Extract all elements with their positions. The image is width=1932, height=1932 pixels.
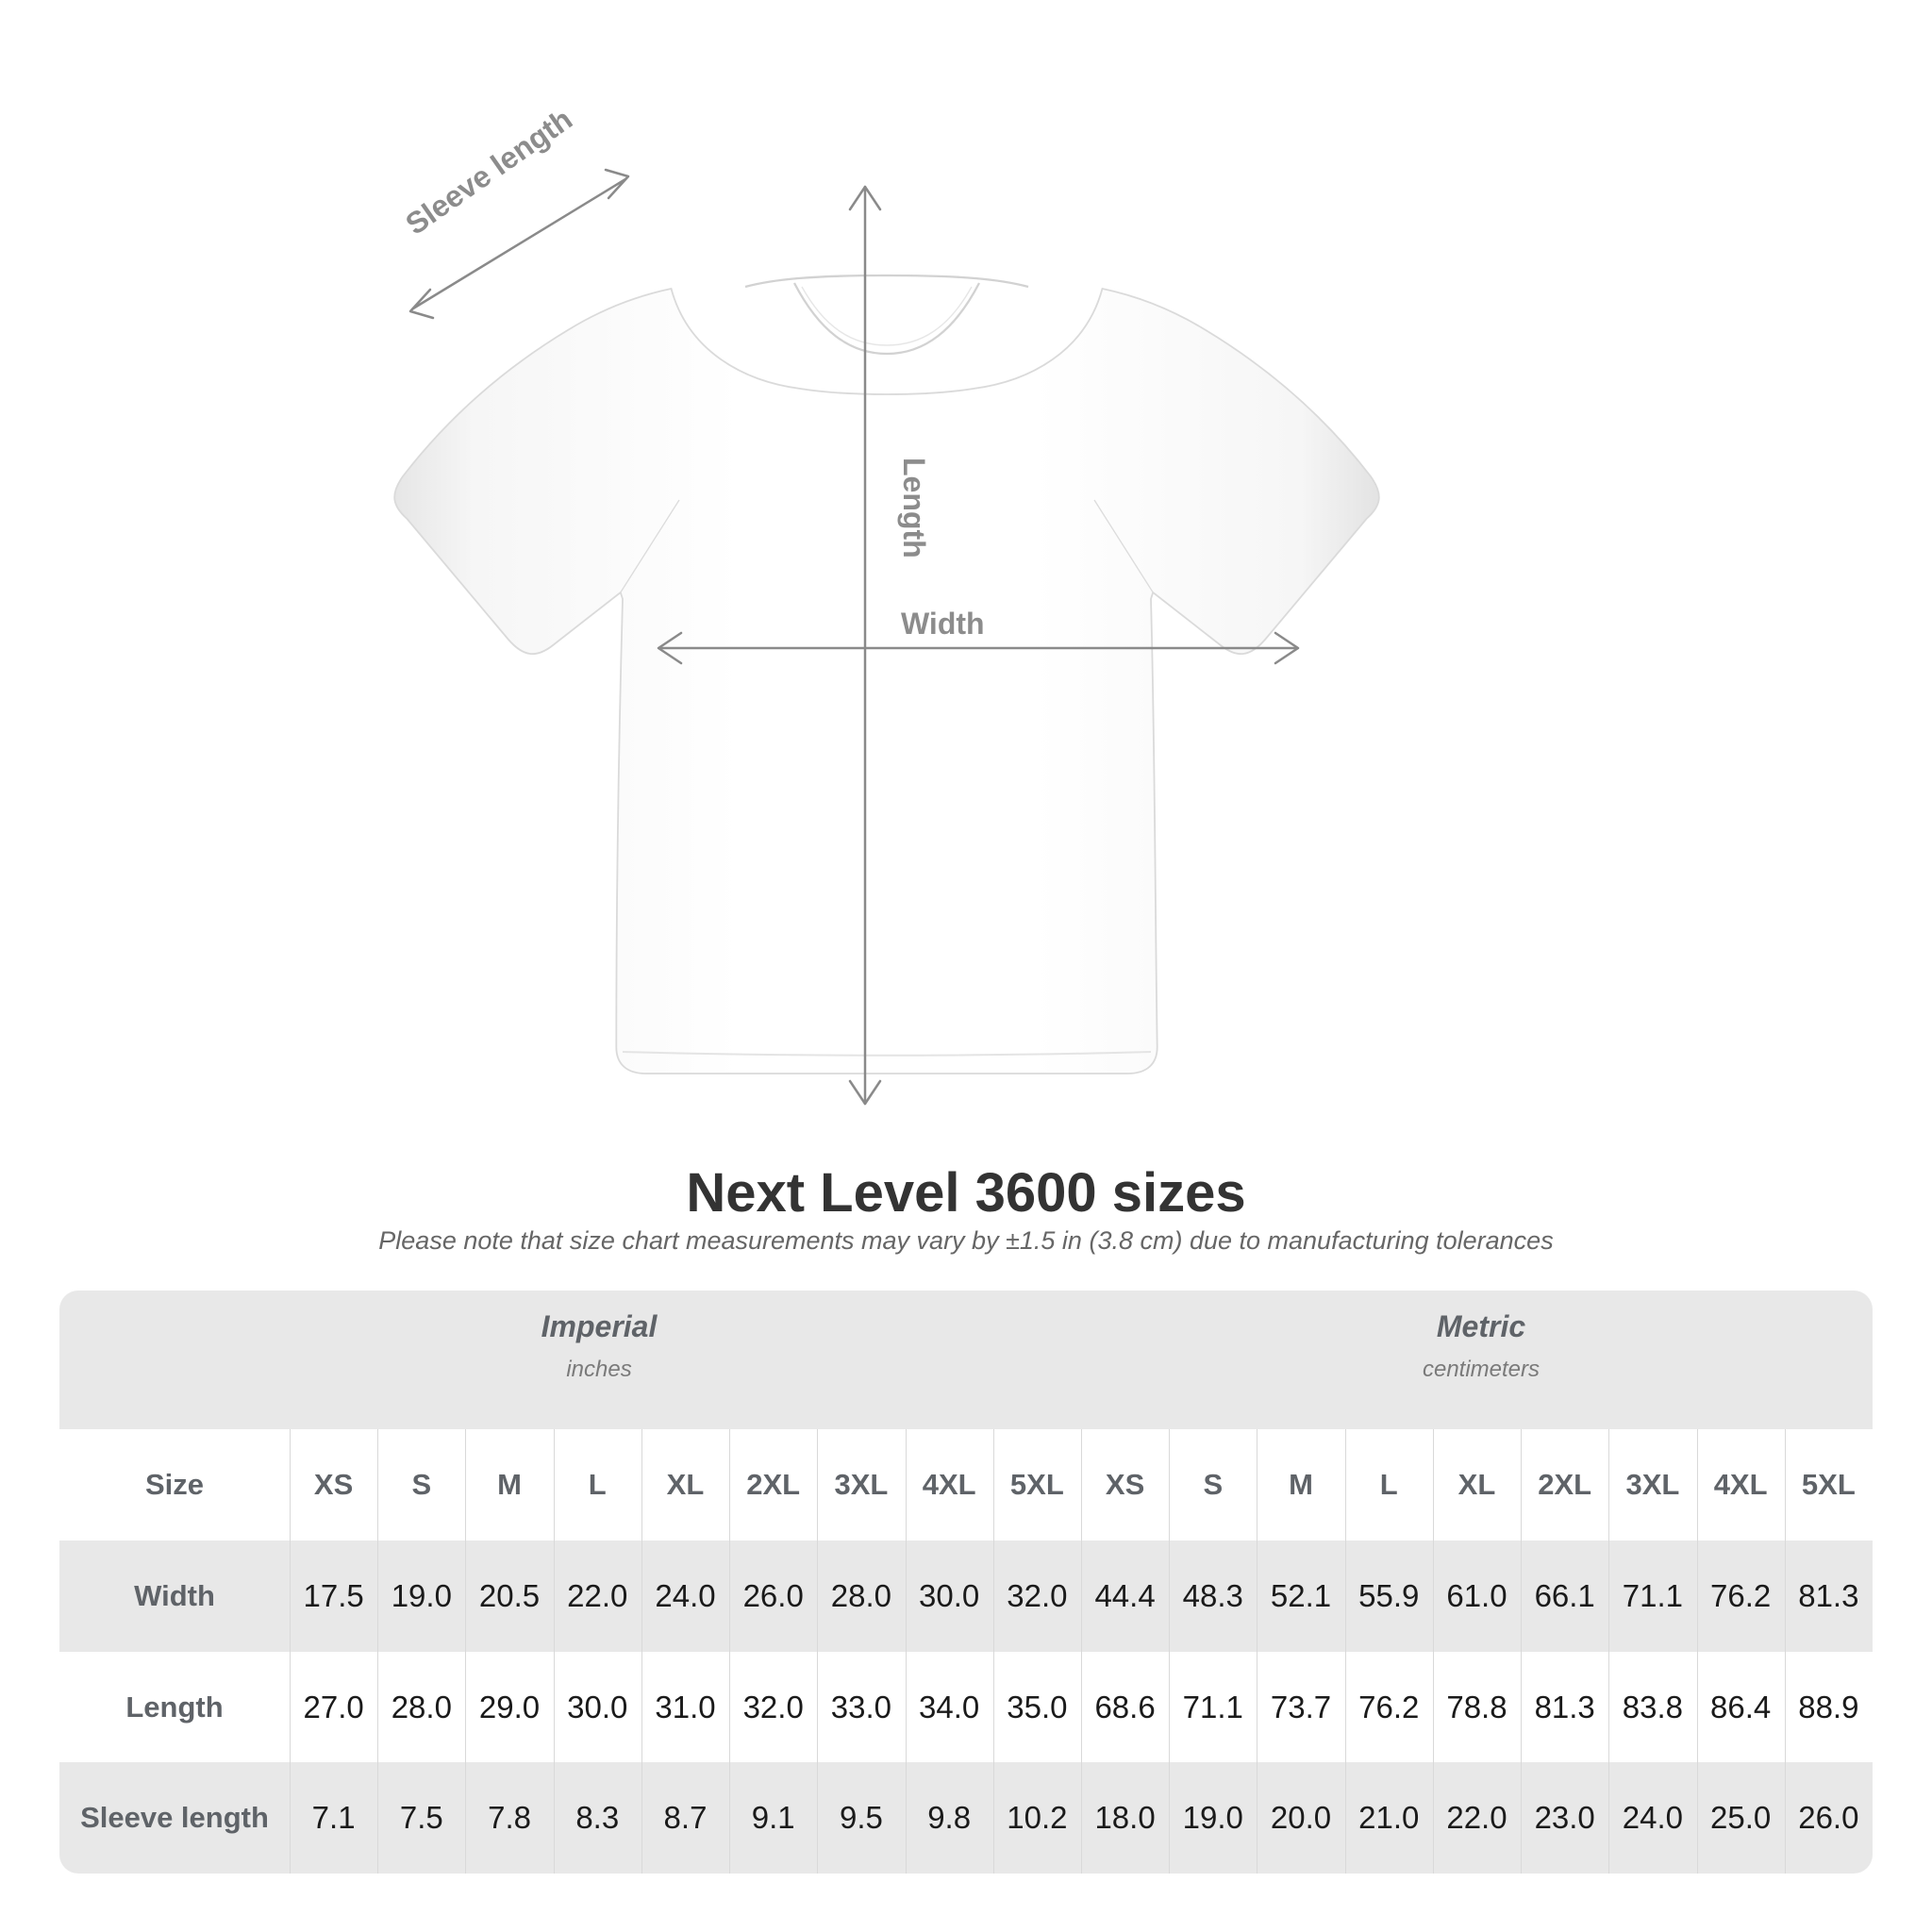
svg-text:Length: Length [897,458,931,558]
svg-text:Width: Width [901,607,985,641]
svg-text:Sleeve length: Sleeve length [399,102,578,242]
